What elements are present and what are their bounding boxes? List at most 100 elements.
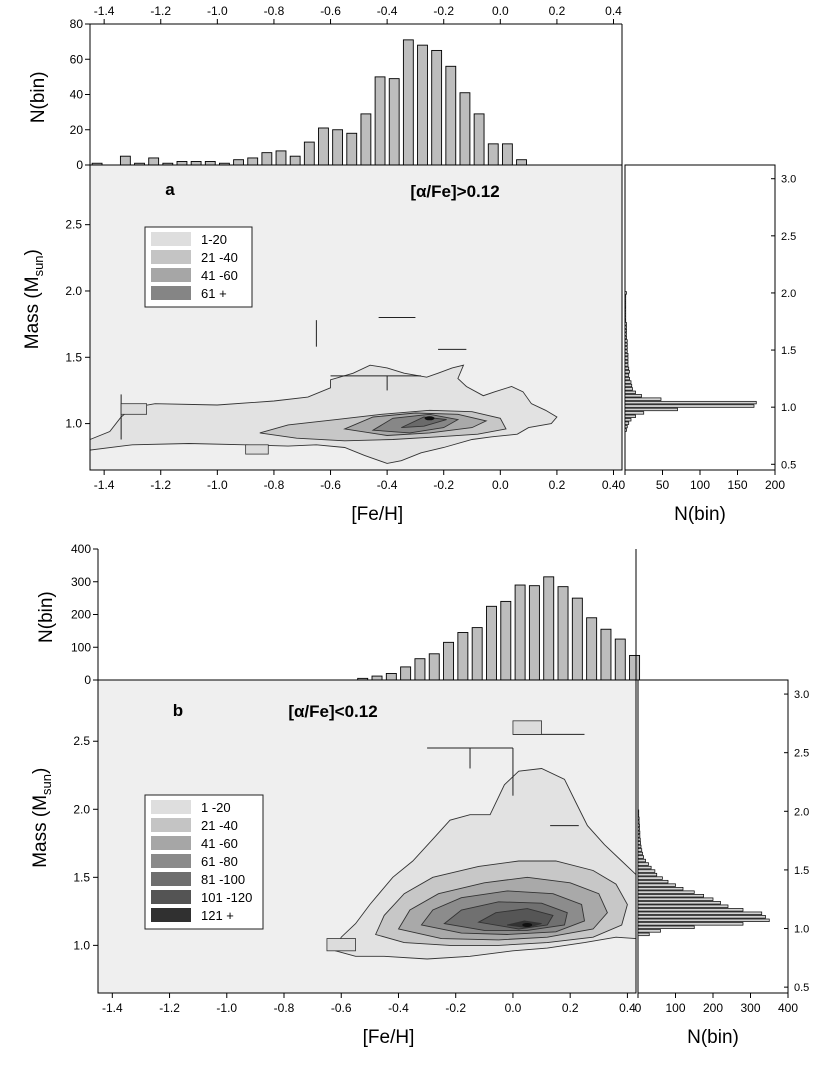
top-histogram-bar <box>385 673 397 681</box>
right-y-tick-label: 1.5 <box>781 345 796 357</box>
top-histogram-background <box>98 549 636 680</box>
top-x-tick-label: -0.4 <box>377 4 398 18</box>
top-y-tick-label: 20 <box>70 123 84 137</box>
right-histogram-bar <box>624 424 628 429</box>
right-histogram-bar <box>637 865 652 870</box>
y-axis-label-subscript: sun <box>31 255 46 276</box>
legend-swatch <box>151 286 191 300</box>
legend-swatch <box>151 854 191 868</box>
right-y-tick-label: 2.5 <box>781 231 796 243</box>
right-histogram-bar <box>637 918 770 922</box>
top-histogram-bar <box>457 632 469 681</box>
right-histogram-bar <box>624 294 627 299</box>
top-x-tick-label: -0.6 <box>320 4 341 18</box>
x-tick-label: 0.0 <box>492 478 509 492</box>
y-axis-label-close: ) <box>22 249 43 255</box>
x-tick-label: -0.4 <box>388 1001 409 1015</box>
top-x-tick-label: 0.0 <box>492 4 509 18</box>
right-histogram-bar <box>624 414 636 418</box>
top-y-tick-label: 60 <box>70 52 84 66</box>
density-contour-level-5 <box>401 416 447 429</box>
top-histogram-bar <box>233 159 244 166</box>
right-histogram-bar <box>624 370 630 374</box>
top-y-tick-label: 400 <box>71 542 91 556</box>
y-tick-label: 1.0 <box>73 938 90 952</box>
x-tick-label: -0.4 <box>377 478 398 492</box>
top-histogram-bar <box>459 92 471 166</box>
top-histogram-bar <box>431 49 443 166</box>
right-histogram-bar <box>637 890 695 894</box>
top-histogram-y-label: N(bin) <box>36 591 57 643</box>
right-histogram-bar <box>637 872 658 877</box>
right-histogram-bar <box>624 373 630 377</box>
right-histogram-bar <box>624 305 627 309</box>
x-tick-label: -0.2 <box>433 478 454 492</box>
right-histogram-bar <box>624 325 627 329</box>
x-tick-label: -0.6 <box>320 478 341 492</box>
density-peak-marker <box>424 416 435 421</box>
right-histogram-bar <box>637 932 650 937</box>
x-tick-label: -0.8 <box>274 1001 295 1015</box>
right-x-tick-label: 200 <box>765 478 785 492</box>
top-histogram-bar <box>303 141 315 166</box>
top-histogram-bar <box>557 586 569 681</box>
right-y-tick-label: 2.0 <box>781 288 796 300</box>
contour-fragment-box <box>245 444 269 455</box>
right-histogram-bar <box>624 383 633 388</box>
right-y-tick-label: 3.0 <box>781 174 796 186</box>
right-histogram-bar <box>637 820 640 824</box>
right-histogram-bar <box>624 400 757 405</box>
legend-swatch <box>151 250 191 264</box>
top-histogram-bar <box>275 150 287 166</box>
y-axis-label: Mass (Msun) <box>22 249 46 349</box>
right-x-tick-label: 200 <box>703 1001 723 1015</box>
right-histogram-bar <box>637 883 676 887</box>
right-histogram-bar <box>624 335 627 340</box>
y-tick-label: 2.5 <box>65 218 82 232</box>
top-histogram-bar <box>500 600 512 681</box>
legend-swatch <box>151 800 191 814</box>
right-histogram-bar <box>637 816 640 820</box>
x-tick-label: 0.40 <box>602 478 626 492</box>
panel-b: -1.4 -1.2 -1.0 -0.8 -0.6 -0.4 -0.2 0.0 0.2 0.4 1.0… <box>30 542 809 1048</box>
right-histogram-bar <box>624 332 627 336</box>
right-x-tick-label: 100 <box>690 478 710 492</box>
top-histogram-bar <box>516 159 527 166</box>
x-tick-label: 0.4 <box>619 1001 636 1015</box>
right-y-tick-label: 0.5 <box>794 982 809 994</box>
right-histogram-x-label: N(bin) <box>674 504 726 525</box>
right-histogram-bar <box>637 827 640 831</box>
right-y-tick-label: 0.5 <box>781 459 796 471</box>
top-histogram-bar <box>388 78 400 166</box>
x-tick-label: 0.2 <box>562 1001 579 1015</box>
legend-label: 1-20 <box>201 232 227 247</box>
x-tick-label: 0.2 <box>549 478 566 492</box>
legend-label: 121 + <box>201 908 234 923</box>
top-histogram-bar <box>190 161 202 166</box>
right-histogram-bar <box>637 904 729 908</box>
right-y-tick-label: 1.5 <box>794 865 809 877</box>
right-histogram-bar <box>624 318 627 322</box>
top-x-tick-label: -1.0 <box>207 4 228 18</box>
right-x-tick-label: 150 <box>727 478 747 492</box>
x-tick-label: -1.2 <box>150 478 171 492</box>
x-tick-label: -1.4 <box>94 478 115 492</box>
y-tick-label: 2.5 <box>73 734 90 748</box>
top-histogram-bar <box>487 143 499 166</box>
right-histogram-bar <box>624 366 630 370</box>
right-histogram-bar <box>624 329 627 333</box>
y-tick-label: 1.5 <box>73 870 90 884</box>
right-histogram-bar <box>624 411 645 415</box>
panel-a: -1.4 -1.2 -1.0 -0.8 -0.6 -0.4 -0.2 0.0 0.2 0.401.… <box>22 4 796 525</box>
top-x-tick-label: -1.4 <box>94 4 115 18</box>
top-histogram-bar <box>514 584 526 681</box>
right-histogram-bar <box>637 901 721 905</box>
panel-label: a <box>165 180 175 199</box>
y-tick-label: 1.0 <box>65 417 82 431</box>
legend-swatch <box>151 872 191 886</box>
right-histogram-frame <box>624 164 776 471</box>
top-histogram-bar <box>614 638 626 681</box>
right-histogram-bar <box>624 404 755 408</box>
x-axis-label: [Fe/H] <box>351 504 403 525</box>
right-histogram-bar <box>637 908 744 912</box>
